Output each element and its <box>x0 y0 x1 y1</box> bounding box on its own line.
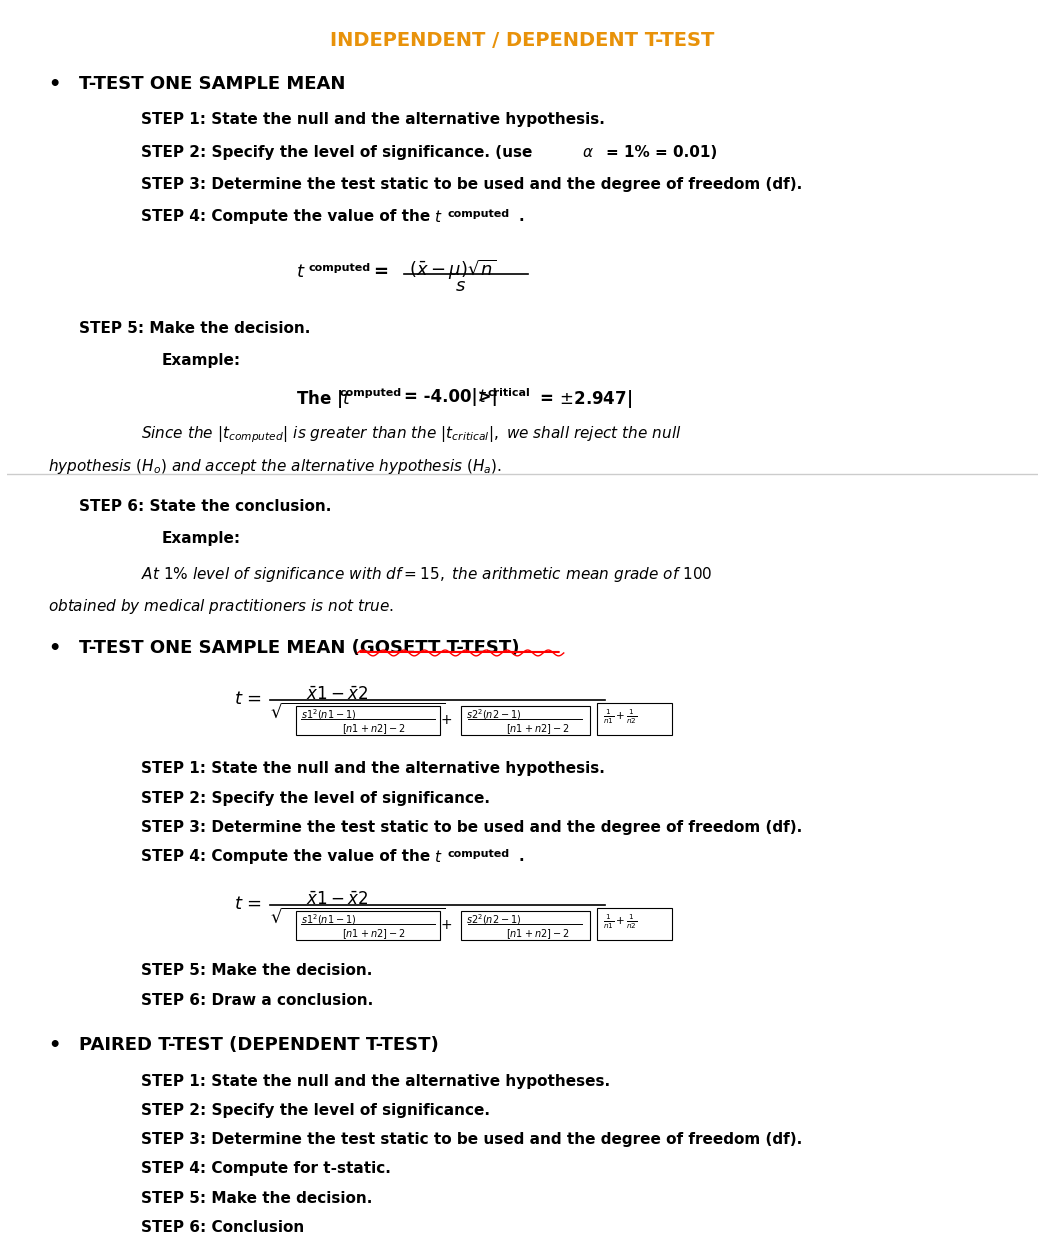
Text: =: = <box>247 895 261 913</box>
Text: STEP 2: Specify the level of significance.: STEP 2: Specify the level of significanc… <box>141 791 490 806</box>
Text: $s1^2(n1-1)$: $s1^2(n1-1)$ <box>301 912 356 927</box>
Text: .: . <box>518 209 524 224</box>
Bar <box>597 907 672 939</box>
Text: STEP 1: State the null and the alternative hypotheses.: STEP 1: State the null and the alternati… <box>141 1074 610 1089</box>
Text: Example:: Example: <box>162 353 240 368</box>
Bar <box>461 911 589 939</box>
Text: $[n1+n2]-2$: $[n1+n2]-2$ <box>506 927 570 941</box>
Text: •: • <box>48 1037 61 1056</box>
Text: STEP 3: Determine the test static to be used and the degree of freedom (df).: STEP 3: Determine the test static to be … <box>141 1132 803 1147</box>
Text: +: + <box>440 713 451 728</box>
Text: STEP 4: Compute the value of the: STEP 4: Compute the value of the <box>141 849 436 864</box>
Text: The |$t$: The |$t$ <box>296 388 351 409</box>
Text: STEP 6: Draw a conclusion.: STEP 6: Draw a conclusion. <box>141 993 373 1007</box>
Text: $\alpha$: $\alpha$ <box>582 145 595 159</box>
Text: $t$: $t$ <box>234 690 243 708</box>
Text: $t$: $t$ <box>234 895 243 913</box>
Text: = -4.00|>|: = -4.00|>| <box>404 388 497 405</box>
Text: Example:: Example: <box>162 531 240 546</box>
Text: $t$: $t$ <box>434 209 442 225</box>
Bar <box>461 706 589 735</box>
Text: STEP 6: Conclusion: STEP 6: Conclusion <box>141 1220 304 1235</box>
Text: $[n1+n2]-2$: $[n1+n2]-2$ <box>506 722 570 737</box>
Text: T-TEST ONE SAMPLE MEAN: T-TEST ONE SAMPLE MEAN <box>79 75 346 93</box>
Text: STEP 5: Make the decision.: STEP 5: Make the decision. <box>79 321 310 336</box>
Text: $obtained\ by\ medical\ practitioners\ is\ not\ true.$: $obtained\ by\ medical\ practitioners\ i… <box>48 597 394 617</box>
Text: = 1% = 0.01): = 1% = 0.01) <box>606 145 717 159</box>
Text: $t$: $t$ <box>434 849 442 865</box>
Text: $\sqrt{\quad\quad\quad\quad\quad\quad\quad\quad\quad}$: $\sqrt{\quad\quad\quad\quad\quad\quad\qu… <box>270 703 445 722</box>
Text: .: . <box>518 849 524 864</box>
Text: $At\ 1\%\ level\ of\ significance\ with\ df = 15,\ the\ arithmetic\ mean\ grade\: $At\ 1\%\ level\ of\ significance\ with\… <box>141 565 713 585</box>
Bar <box>296 911 440 939</box>
Text: computed: computed <box>447 849 509 859</box>
Text: $[n1+n2]-2$: $[n1+n2]-2$ <box>342 722 405 737</box>
Text: STEP 3: Determine the test static to be used and the degree of freedom (df).: STEP 3: Determine the test static to be … <box>141 177 803 192</box>
Text: $s1^2(n1-1)$: $s1^2(n1-1)$ <box>301 707 356 722</box>
Text: $Since\ the\ |t_{computed}|\ is\ greater\ than\ the\ |t_{critical}|,\ we\ shall\: $Since\ the\ |t_{computed}|\ is\ greater… <box>141 425 681 445</box>
Text: STEP 2: Specify the level of significance.: STEP 2: Specify the level of significanc… <box>141 1103 490 1117</box>
Text: STEP 3: Determine the test static to be used and the degree of freedom (df).: STEP 3: Determine the test static to be … <box>141 819 803 834</box>
Text: =: = <box>373 262 388 281</box>
Text: STEP 4: Compute the value of the: STEP 4: Compute the value of the <box>141 209 436 224</box>
Text: $[n1+n2]-2$: $[n1+n2]-2$ <box>342 927 405 941</box>
Text: +: + <box>440 918 451 932</box>
Text: $\bar{x}1-\bar{x}2$: $\bar{x}1-\bar{x}2$ <box>306 686 368 705</box>
Text: $\bar{x}1-\bar{x}2$: $\bar{x}1-\bar{x}2$ <box>306 891 368 908</box>
Text: $s2^2(n2-1)$: $s2^2(n2-1)$ <box>466 707 521 722</box>
Bar <box>597 703 672 735</box>
Text: STEP 6: State the conclusion.: STEP 6: State the conclusion. <box>79 499 331 514</box>
Text: STEP 5: Make the decision.: STEP 5: Make the decision. <box>141 1190 372 1205</box>
Text: STEP 1: State the null and the alternative hypothesis.: STEP 1: State the null and the alternati… <box>141 112 605 127</box>
Text: $s2^2(n2-1)$: $s2^2(n2-1)$ <box>466 912 521 927</box>
Text: critical: critical <box>487 388 530 398</box>
Text: computed: computed <box>447 209 509 219</box>
Bar <box>296 706 440 735</box>
Text: INDEPENDENT / DEPENDENT T-TEST: INDEPENDENT / DEPENDENT T-TEST <box>330 31 715 51</box>
Text: •: • <box>48 639 61 659</box>
Text: $t$: $t$ <box>479 388 487 405</box>
Text: $hypothesis\ (H_o)\ and\ accept\ the\ alternative\ hypothesis\ (H_a).$: $hypothesis\ (H_o)\ and\ accept\ the\ al… <box>48 457 503 476</box>
Text: $\sqrt{\quad\quad\quad\quad\quad\quad\quad\quad\quad}$: $\sqrt{\quad\quad\quad\quad\quad\quad\qu… <box>270 907 445 927</box>
Text: computed: computed <box>340 388 402 398</box>
Text: computed: computed <box>308 262 370 273</box>
Text: STEP 1: State the null and the alternative hypothesis.: STEP 1: State the null and the alternati… <box>141 761 605 776</box>
Text: STEP 5: Make the decision.: STEP 5: Make the decision. <box>141 963 372 978</box>
Text: $(\bar{x}-\mu)\sqrt{n}$: $(\bar{x}-\mu)\sqrt{n}$ <box>409 258 496 282</box>
Text: =: = <box>247 690 261 708</box>
Text: $s$: $s$ <box>456 277 466 295</box>
Text: STEP 4: Compute for t-static.: STEP 4: Compute for t-static. <box>141 1162 391 1177</box>
Text: $t$: $t$ <box>296 262 305 281</box>
Text: T-TEST ONE SAMPLE MEAN (GOSETT T-TEST): T-TEST ONE SAMPLE MEAN (GOSETT T-TEST) <box>79 639 519 658</box>
Text: PAIRED T-TEST (DEPENDENT T-TEST): PAIRED T-TEST (DEPENDENT T-TEST) <box>79 1037 439 1054</box>
Text: $\frac{1}{n1}+\frac{1}{n2}$: $\frac{1}{n1}+\frac{1}{n2}$ <box>603 912 637 931</box>
Text: $\frac{1}{n1}+\frac{1}{n2}$: $\frac{1}{n1}+\frac{1}{n2}$ <box>603 707 637 726</box>
Text: STEP 2: Specify the level of significance. (use: STEP 2: Specify the level of significanc… <box>141 145 537 159</box>
Text: = $\pm$2.947|: = $\pm$2.947| <box>534 388 632 409</box>
Text: •: • <box>48 75 61 94</box>
